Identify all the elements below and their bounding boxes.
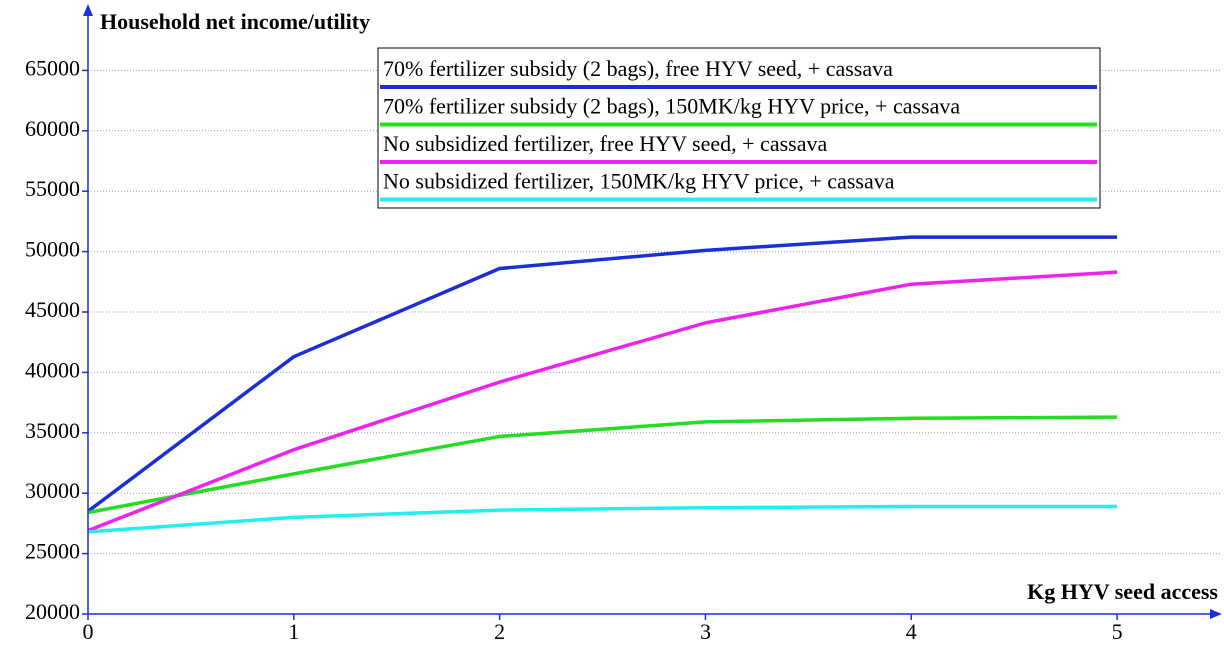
- x-tick-label: 5: [1112, 619, 1123, 644]
- lines: [86, 235, 1118, 534]
- x-tick-label: 3: [700, 619, 711, 644]
- y-tick-label: 40000: [25, 357, 80, 382]
- legend-label: 70% fertilizer subsidy (2 bags), free HY…: [383, 56, 893, 81]
- x-tick-label: 2: [494, 619, 505, 644]
- series-line: [87, 415, 1118, 515]
- y-tick-label: 45000: [25, 297, 80, 322]
- legend-label: 70% fertilizer subsidy (2 bags), 150MK/k…: [383, 94, 960, 119]
- y-tick-label: 60000: [25, 116, 80, 141]
- series-line: [87, 270, 1118, 533]
- series-line: [86, 235, 1118, 513]
- y-tick-label: 25000: [25, 539, 80, 564]
- series-line: [87, 504, 1118, 534]
- legend: 70% fertilizer subsidy (2 bags), free HY…: [380, 56, 1097, 202]
- x-tick-label: 0: [83, 619, 94, 644]
- y-tick-label: 30000: [25, 478, 80, 503]
- chart-title: Household net income/utility: [100, 9, 370, 34]
- y-tick-label: 35000: [25, 418, 80, 443]
- x-axis-arrow: [1210, 609, 1222, 619]
- legend-label: No subsidized fertilizer, free HYV seed,…: [383, 131, 827, 156]
- x-tick-label: 4: [906, 619, 917, 644]
- y-axis-arrow: [83, 4, 93, 16]
- y-tick-label: 50000: [25, 237, 80, 262]
- x-tick-label: 1: [288, 619, 299, 644]
- y-tick-label: 65000: [25, 55, 80, 80]
- x-axis-label: Kg HYV seed access: [1027, 579, 1218, 604]
- legend-box: [377, 47, 1101, 209]
- y-tick-label: 55000: [25, 176, 80, 201]
- legend-label: No subsidized fertilizer, 150MK/kg HYV p…: [383, 169, 895, 194]
- y-tick-label: 20000: [25, 599, 80, 624]
